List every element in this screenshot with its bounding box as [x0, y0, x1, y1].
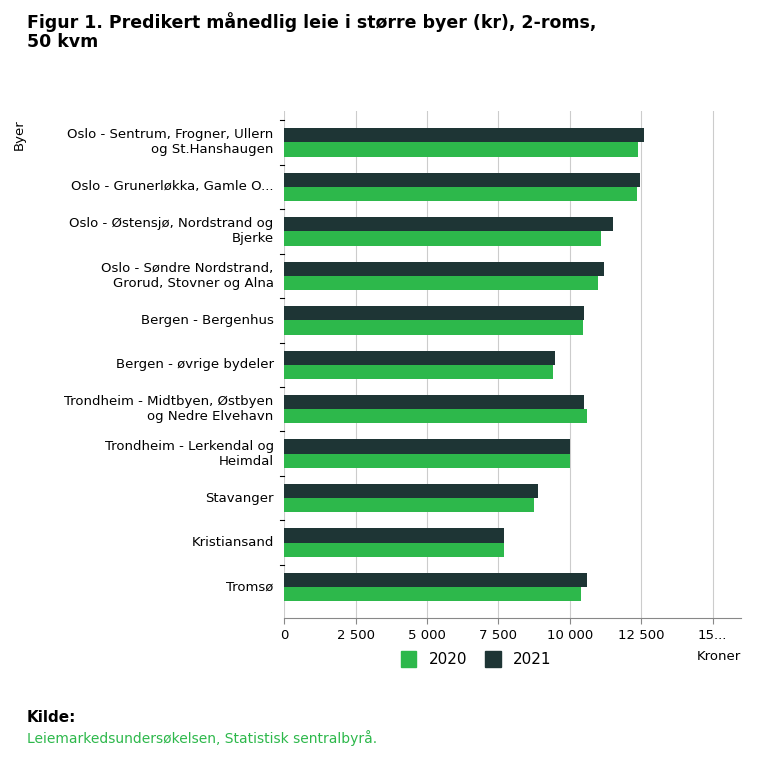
Text: Kilde:: Kilde: [27, 710, 76, 726]
Bar [284, 365, 553, 379]
Bar [284, 350, 555, 365]
Text: Figur 1. Predikert månedlig leie i større byer (kr), 2-roms,: Figur 1. Predikert månedlig leie i størr… [27, 12, 596, 31]
X-axis label: Kroner: Kroner [697, 650, 741, 663]
Bar [284, 573, 587, 587]
Bar [284, 454, 570, 468]
Bar [284, 128, 644, 143]
Bar [284, 498, 534, 512]
Bar [284, 262, 604, 276]
Bar [284, 173, 640, 187]
Bar [284, 217, 613, 231]
Bar [284, 587, 581, 601]
Bar [284, 439, 570, 454]
Bar [284, 395, 584, 409]
Bar [284, 231, 601, 246]
Bar [284, 543, 504, 557]
Bar [284, 306, 584, 320]
Text: Byer: Byer [13, 119, 25, 150]
Text: 50 kvm: 50 kvm [27, 33, 98, 51]
Bar [284, 320, 583, 335]
Bar [284, 409, 587, 423]
Text: Leiemarkedsundersøkelsen, Statistisk sentralbyrå.: Leiemarkedsundersøkelsen, Statistisk sen… [27, 730, 377, 746]
Bar [284, 528, 504, 543]
Bar [284, 484, 538, 498]
Bar [284, 143, 638, 157]
Bar [284, 276, 598, 290]
Legend: 2020, 2021: 2020, 2021 [396, 647, 556, 672]
Bar [284, 187, 637, 201]
